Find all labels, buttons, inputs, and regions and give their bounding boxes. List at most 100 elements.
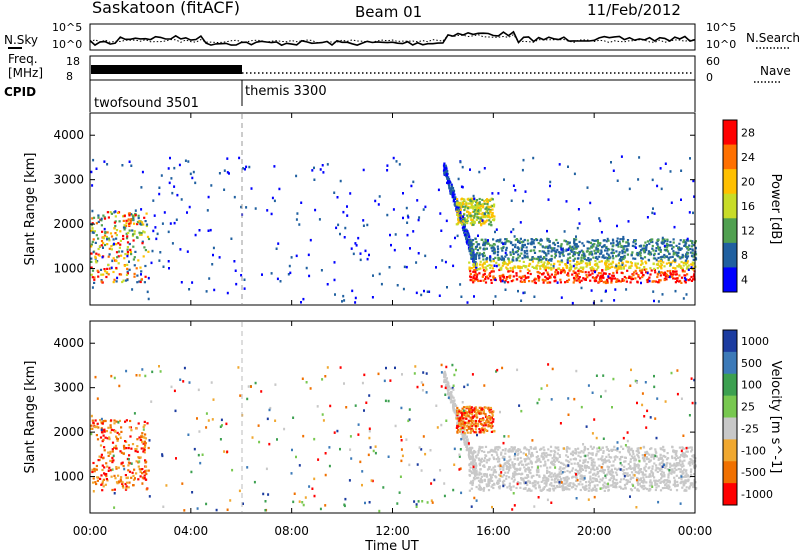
scatter-point bbox=[486, 219, 489, 222]
scatter-point bbox=[104, 231, 107, 234]
scatter-point bbox=[543, 256, 546, 259]
scatter-point bbox=[477, 410, 480, 413]
scatter-point bbox=[661, 236, 664, 240]
scatter-point bbox=[440, 423, 443, 427]
scatter-point bbox=[574, 475, 577, 478]
scatter-point bbox=[646, 216, 649, 219]
scatter-point bbox=[529, 472, 532, 475]
scatter-point bbox=[572, 254, 575, 257]
scatter-point bbox=[125, 222, 128, 225]
scatter-point bbox=[510, 446, 513, 449]
scatter-point bbox=[108, 239, 111, 242]
scatter-point bbox=[362, 168, 365, 172]
scatter-point bbox=[489, 211, 492, 214]
scatter-point bbox=[405, 438, 408, 441]
scatter-point bbox=[536, 258, 539, 261]
scatter-point bbox=[682, 261, 685, 264]
scatter-point bbox=[409, 247, 411, 250]
scatter-point bbox=[584, 460, 587, 463]
scatter-point bbox=[673, 476, 676, 479]
scatter-point bbox=[470, 413, 474, 416]
scatter-point bbox=[682, 472, 685, 475]
scatter-point bbox=[602, 485, 606, 488]
scatter-point bbox=[519, 237, 522, 240]
scatter-point bbox=[616, 449, 619, 452]
scatter-point bbox=[124, 253, 127, 256]
scatter-point bbox=[498, 274, 501, 278]
scatter-point bbox=[238, 156, 241, 160]
scatter-point bbox=[205, 290, 208, 293]
scatter-point bbox=[96, 422, 99, 425]
scatter-point bbox=[617, 262, 621, 265]
scatter-point bbox=[661, 487, 664, 490]
scatter-point bbox=[118, 481, 121, 484]
scatter-point bbox=[599, 278, 602, 281]
scatter-point bbox=[90, 170, 93, 174]
scatter-point bbox=[495, 264, 498, 268]
scatter-point bbox=[132, 474, 135, 477]
scatter-point bbox=[458, 205, 461, 208]
scatter-point bbox=[686, 260, 689, 263]
scatter-point bbox=[102, 478, 105, 481]
scatter-point bbox=[603, 469, 606, 472]
scatter-point bbox=[406, 233, 409, 237]
scatter-point bbox=[637, 454, 640, 458]
scatter-point bbox=[599, 478, 602, 481]
scatter-point bbox=[683, 452, 686, 455]
scatter-point bbox=[687, 279, 690, 282]
scatter-point bbox=[652, 257, 655, 260]
scatter-point bbox=[482, 488, 485, 491]
scatter-point bbox=[498, 487, 501, 490]
scatter-point bbox=[689, 461, 692, 465]
scatter-point bbox=[475, 253, 478, 256]
scatter-point bbox=[122, 452, 125, 455]
scatter-point bbox=[691, 462, 694, 465]
scatter-point bbox=[474, 421, 477, 425]
scatter-point bbox=[572, 482, 575, 485]
scatter-point bbox=[169, 156, 171, 160]
scatter-point bbox=[653, 476, 656, 479]
scatter-point bbox=[126, 253, 129, 256]
scatter-point bbox=[510, 230, 513, 234]
scatter-point bbox=[480, 457, 483, 460]
scatter-point bbox=[145, 472, 148, 476]
scatter-point bbox=[468, 246, 471, 249]
scatter-point bbox=[689, 464, 692, 467]
colorbar-swatch bbox=[723, 242, 737, 268]
scatter-point bbox=[552, 267, 555, 270]
scatter-point bbox=[586, 448, 590, 451]
scatter-point bbox=[606, 281, 609, 284]
scatter-point bbox=[456, 419, 459, 422]
scatter-point bbox=[663, 473, 666, 477]
scatter-point bbox=[342, 294, 345, 298]
scatter-point bbox=[307, 253, 310, 257]
scatter-point bbox=[627, 448, 630, 451]
scatter-point bbox=[487, 415, 491, 419]
scatter-point bbox=[567, 272, 570, 275]
scatter-point bbox=[482, 489, 485, 492]
scatter-point bbox=[478, 221, 481, 224]
scatter-point bbox=[168, 181, 171, 185]
scatter-point bbox=[505, 253, 508, 256]
scatter-point bbox=[465, 425, 468, 428]
scatter-point bbox=[463, 410, 467, 413]
scatter-point bbox=[483, 167, 486, 170]
scatter-point bbox=[628, 480, 631, 483]
scatter-point bbox=[475, 408, 478, 411]
scatter-point bbox=[126, 263, 129, 266]
scatter-point bbox=[639, 485, 642, 488]
scatter-point bbox=[580, 256, 583, 259]
scatter-point bbox=[536, 264, 539, 267]
scatter-point bbox=[548, 276, 551, 279]
scatter-point bbox=[475, 413, 478, 417]
scatter-point bbox=[573, 271, 576, 274]
scatter-point bbox=[506, 460, 509, 463]
scatter-point bbox=[490, 281, 493, 284]
scatter-point bbox=[649, 479, 652, 482]
scatter-point bbox=[658, 246, 662, 249]
scatter-point bbox=[473, 269, 476, 272]
scatter-point bbox=[663, 479, 666, 482]
scatter-point bbox=[487, 208, 490, 211]
scatter-point bbox=[144, 249, 147, 252]
scatter-point bbox=[519, 486, 522, 489]
